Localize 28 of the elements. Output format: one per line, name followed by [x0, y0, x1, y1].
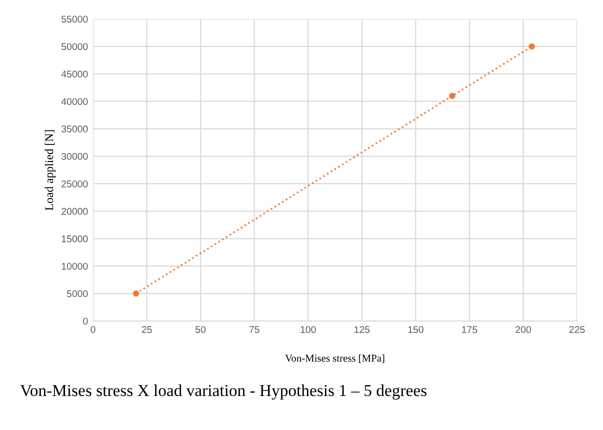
- y-tick-label: 0: [83, 318, 88, 325]
- x-tick-label: 50: [196, 326, 206, 333]
- y-tick-label: 45000: [61, 70, 88, 78]
- y-tick-label: 20000: [62, 208, 88, 215]
- x-tick-label: 0: [90, 326, 96, 333]
- x-tick-label: 200: [516, 326, 531, 333]
- y-tick-label: 50000: [61, 43, 88, 50]
- x-tick-label: 100: [300, 326, 316, 333]
- y-tick-label: 40000: [61, 98, 88, 105]
- y-tick-label: 10000: [62, 262, 88, 270]
- point: [132, 290, 140, 297]
- x-tick-label: 75: [249, 326, 260, 333]
- point: [528, 43, 535, 50]
- text: Von-Mises stress X load variation - Hypothesis 1 – 5 degrees: [20, 384, 426, 400]
- y-tick-label: 5000: [66, 290, 88, 298]
- x-tick-label: 175: [462, 326, 478, 333]
- y-axis-title: Load applied [N]: [44, 130, 56, 210]
- point: [449, 92, 456, 99]
- y-tick-label: 15000: [62, 235, 88, 242]
- x-axis-title: Von-Mises stress [MPa]: [285, 354, 384, 363]
- x-tick-label: 225: [569, 326, 585, 333]
- y-tick-label: 25000: [62, 180, 88, 188]
- y-tick-label: 55000: [61, 16, 88, 23]
- y-tick-label: 35000: [61, 126, 88, 132]
- x-tick-label: 125: [354, 326, 370, 333]
- x-tick-label: 25: [142, 326, 152, 333]
- y-tick-label: 30000: [61, 153, 88, 160]
- x-tick-label: 150: [408, 326, 424, 333]
